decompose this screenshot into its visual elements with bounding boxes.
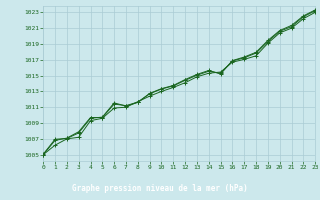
Text: Graphe pression niveau de la mer (hPa): Graphe pression niveau de la mer (hPa) (72, 184, 248, 193)
